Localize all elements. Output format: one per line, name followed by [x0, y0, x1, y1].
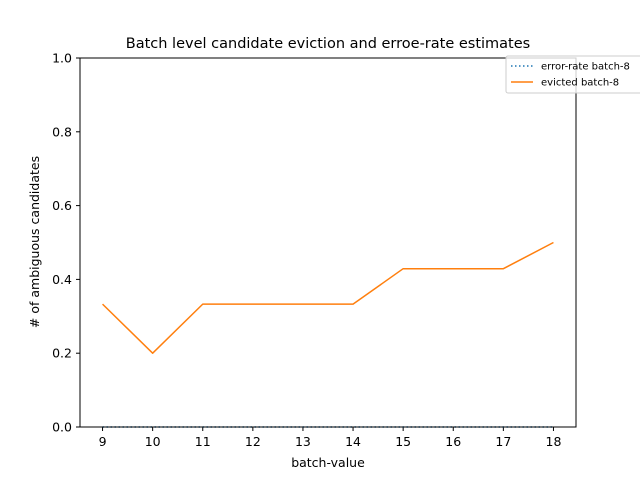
x-tick-label: 12: [245, 434, 261, 449]
y-tick-label: 1.0: [52, 51, 72, 66]
series-line-evicted: [102, 241, 554, 354]
y-tick-label: 0.6: [52, 198, 72, 213]
x-tick-label: 14: [345, 434, 361, 449]
chart-title: Batch level candidate eviction and erroe…: [126, 36, 530, 52]
y-tick-label: 0.2: [52, 346, 72, 361]
x-tick-label: 16: [445, 434, 461, 449]
y-axis-label: # of ambiguous candidates: [27, 156, 42, 328]
x-tick-label: 17: [495, 434, 511, 449]
x-tick-label: 13: [295, 434, 311, 449]
legend-label-error-rate: error-rate batch-8: [541, 62, 630, 73]
x-tick-label: 18: [546, 434, 562, 449]
x-axis: 9 10 11 12 13 14 15 16 17 18: [99, 427, 562, 449]
y-axis: 0.0 0.2 0.4 0.6 0.8 1.0: [52, 51, 80, 435]
plot-frame: [79, 57, 577, 428]
x-axis-label: batch-value: [291, 455, 365, 470]
y-tick-label: 0.4: [52, 272, 72, 287]
x-tick-label: 15: [395, 434, 411, 449]
x-tick-label: 9: [99, 434, 107, 449]
legend-box: [505, 55, 640, 94]
legend-label-evicted: evicted batch-8: [541, 78, 619, 89]
legend: error-rate batch-8 evicted batch-8: [505, 55, 640, 94]
y-tick-label: 0.0: [52, 420, 72, 435]
x-tick-label: 10: [145, 434, 161, 449]
y-tick-label: 0.8: [52, 124, 72, 139]
x-tick-label: 11: [195, 434, 211, 449]
